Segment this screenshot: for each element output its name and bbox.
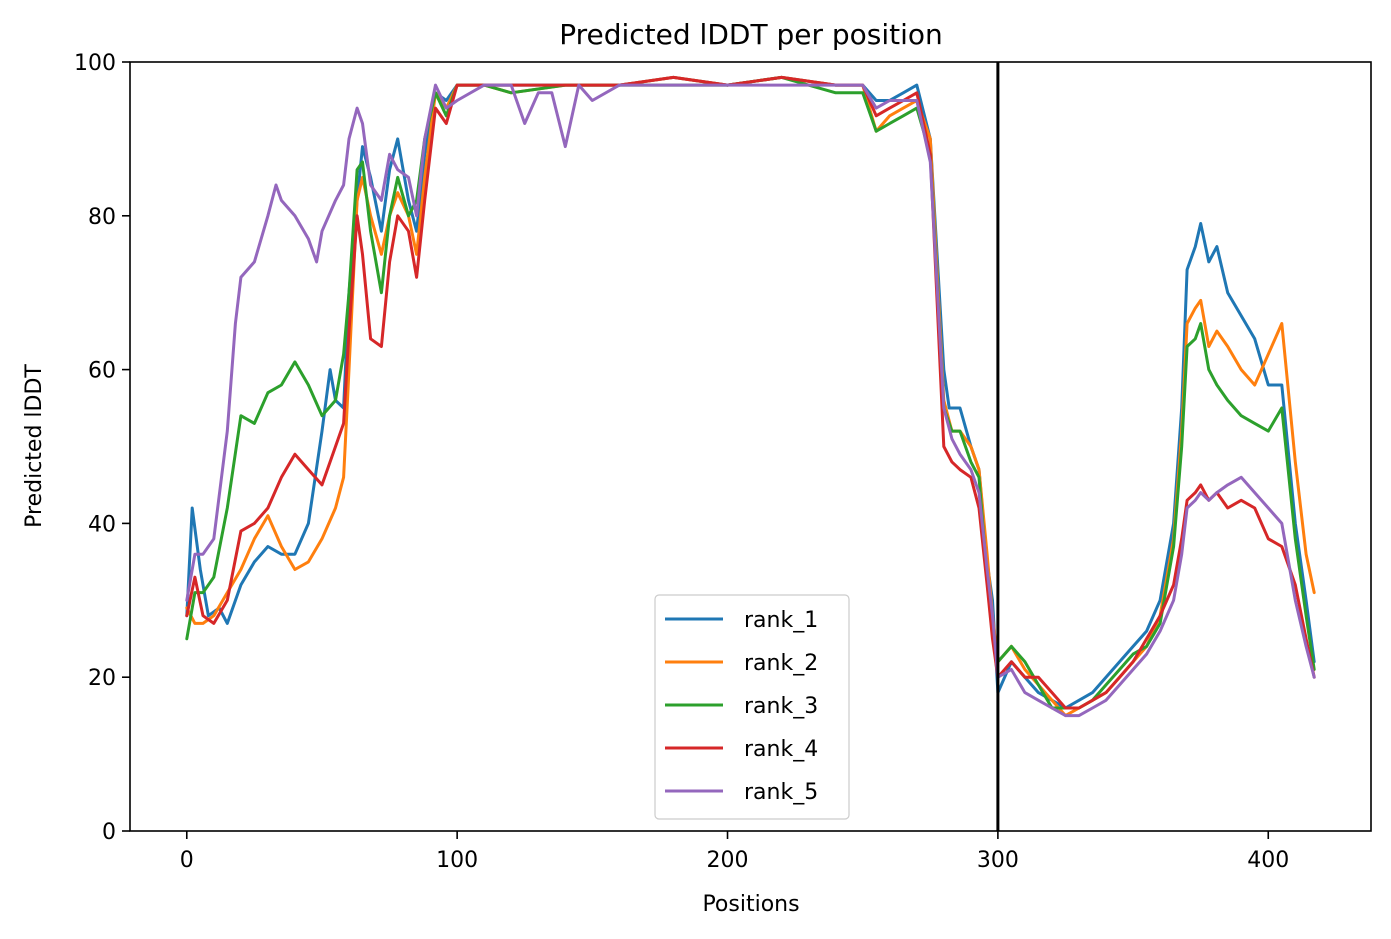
y-tick-label: 60 <box>88 359 116 384</box>
legend-box <box>654 594 850 820</box>
plot-area <box>129 61 1372 832</box>
series-layer <box>185 75 1316 718</box>
y-tick-label: 20 <box>88 666 116 691</box>
x-tick-label: 0 <box>180 848 194 873</box>
chart-title: Predicted lDDT per position <box>559 18 943 51</box>
x-axis-ticks: 0 100 200 300 400 <box>180 831 1289 873</box>
y-axis-ticks: 0 20 40 60 80 100 <box>74 51 130 845</box>
y-tick-label: 80 <box>88 205 116 230</box>
legend-label-rank_1: rank_1 <box>744 608 818 633</box>
legend-label-rank_2: rank_2 <box>744 651 818 676</box>
legend-label-rank_3: rank_3 <box>744 694 818 719</box>
y-tick-label: 100 <box>74 51 116 76</box>
legend-label-rank_5: rank_5 <box>744 780 818 805</box>
y-tick-label: 0 <box>102 820 116 845</box>
x-tick-label: 200 <box>707 848 749 873</box>
y-tick-label: 40 <box>88 512 116 537</box>
y-axis-label: Predicted lDDT <box>22 364 47 528</box>
legend-label-rank_4: rank_4 <box>744 737 818 762</box>
series-line-rank_3 <box>185 75 1316 710</box>
x-tick-label: 100 <box>436 848 478 873</box>
x-tick-label: 300 <box>977 848 1019 873</box>
legend: rank_1 rank_2 rank_3 rank_4 rank_5 <box>654 594 850 820</box>
series-line-rank_5 <box>185 83 1316 718</box>
x-axis-label: Positions <box>702 892 799 917</box>
plot-frame <box>129 61 1372 832</box>
x-tick-label: 400 <box>1247 848 1289 873</box>
